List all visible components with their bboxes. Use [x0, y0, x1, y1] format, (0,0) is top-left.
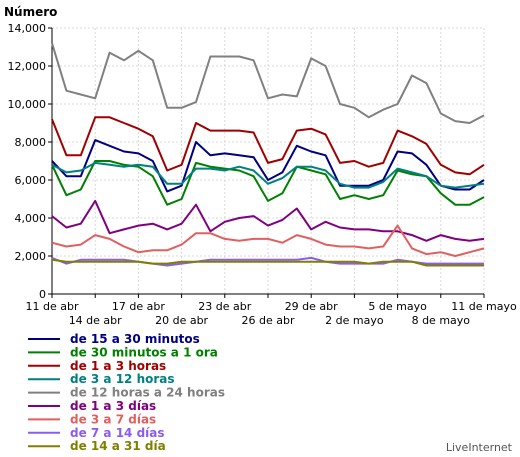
x-tick-label: 29 de abr [285, 300, 338, 313]
y-tick-label: 4,000 [15, 212, 47, 225]
legend-label: de 7 a 14 días [70, 426, 165, 440]
legend-label: de 1 a 3 días [70, 399, 156, 413]
legend-label: de 12 horas a 24 horas [70, 386, 225, 400]
x-tick-label: 2 de mayo [325, 314, 384, 327]
x-tick-label: 8 de mayo [412, 314, 471, 327]
x-tick-labels: 11 de abr 17 de abr 23 de abr 29 de abr 5 de… [26, 300, 517, 327]
x-tick-label: 20 de abr [155, 314, 208, 327]
series-line [51, 116, 485, 176]
x-tick-label: 23 de abr [198, 300, 251, 313]
legend-label: de 14 a 31 día [70, 439, 166, 453]
y-tick-label: 6,000 [15, 174, 47, 187]
x-tick-label: 11 de abr [26, 300, 79, 313]
series-line [51, 199, 485, 242]
x-tick-label: 5 de mayo [368, 300, 427, 313]
brand-label: LiveInternet [446, 441, 513, 454]
legend-label: de 15 a 30 minutos [70, 332, 200, 346]
grid-lines [48, 27, 485, 298]
x-tick-label: 14 de abr [69, 314, 122, 327]
y-tick-label: 14,000 [8, 22, 47, 35]
series-line [51, 161, 485, 189]
y-tick-label: 10,000 [8, 98, 47, 111]
legend-label: de 3 a 12 horas [70, 372, 175, 386]
y-tick-label: 12,000 [8, 60, 47, 73]
x-tick-label: 26 de abr [242, 314, 295, 327]
series-line [51, 224, 485, 257]
legend-label: de 1 a 3 horas [70, 359, 166, 373]
y-axis-label: Número [4, 5, 57, 19]
y-tick-label: 2,000 [15, 250, 47, 263]
series-line [51, 160, 485, 206]
x-tick-label: 11 de mayo [451, 300, 517, 313]
y-tick-label: 0 [39, 288, 46, 301]
x-tick-label: 17 de abr [112, 300, 165, 313]
legend-label: de 30 minutos a 1 ora [70, 345, 218, 359]
series-line [51, 42, 485, 124]
series-line [51, 139, 485, 193]
series-line [51, 258, 484, 267]
series-lines [51, 42, 485, 267]
legend-label: de 3 a 7 días [70, 412, 156, 426]
y-tick-label: 8,000 [15, 136, 47, 149]
y-tick-labels: 0 2,000 4,000 6,000 8,000 10,000 12,000 14,000 [8, 22, 47, 301]
